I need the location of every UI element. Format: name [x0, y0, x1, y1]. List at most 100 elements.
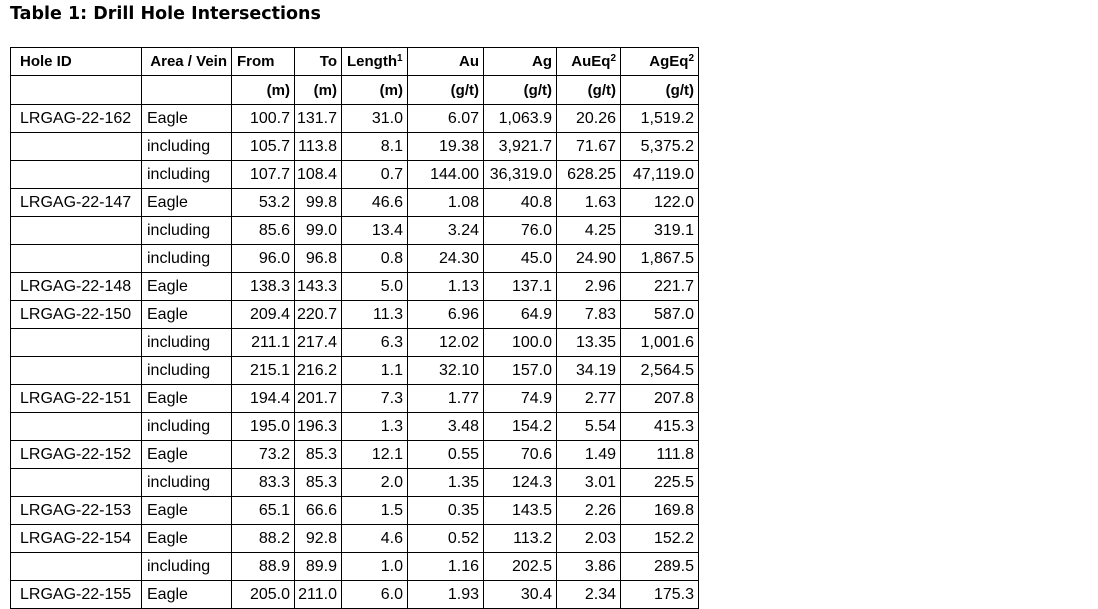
cell-ag: 100.0: [483, 328, 557, 357]
cell-ageq: 47,119.0: [620, 160, 699, 189]
cell-ageq: 289.5: [620, 552, 699, 581]
cell-aueq: 2.03: [556, 524, 621, 553]
cell-aueq: 5.54: [556, 412, 621, 441]
cell-ageq: 5,375.2: [620, 132, 699, 161]
cell-area-vein: Eagle: [141, 300, 232, 329]
cell-length: 1.5: [341, 496, 408, 525]
cell-from: 205.0: [231, 580, 295, 609]
cell-from: 100.7: [231, 104, 295, 133]
cell-ag: 64.9: [483, 300, 557, 329]
cell-to: 220.7: [294, 300, 342, 329]
cell-au: 19.38: [407, 132, 484, 161]
cell-aueq: 1.49: [556, 440, 621, 469]
cell-area-vein: including: [141, 552, 232, 581]
cell-au: 3.24: [407, 216, 484, 245]
cell-length: 1.1: [341, 356, 408, 385]
unit-cell-area-vein: [141, 75, 232, 105]
cell-hole-id: [10, 216, 142, 245]
cell-au: 24.30: [407, 244, 484, 273]
column-header-area-vein: Area / Vein: [141, 47, 232, 76]
cell-area-vein: Eagle: [141, 440, 232, 469]
cell-to: 131.7: [294, 104, 342, 133]
cell-to: 85.3: [294, 468, 342, 497]
cell-from: 194.4: [231, 384, 295, 413]
cell-hole-id: LRGAG-22-148: [10, 272, 142, 301]
cell-area-vein: Eagle: [141, 524, 232, 553]
unit-cell-length: (m): [341, 75, 408, 105]
cell-aueq: 13.35: [556, 328, 621, 357]
cell-length: 4.6: [341, 524, 408, 553]
unit-cell-aueq: (g/t): [556, 75, 621, 105]
cell-from: 85.6: [231, 216, 295, 245]
cell-from: 105.7: [231, 132, 295, 161]
cell-hole-id: [10, 244, 142, 273]
cell-to: 196.3: [294, 412, 342, 441]
cell-hole-id: LRGAG-22-152: [10, 440, 142, 469]
cell-ageq: 169.8: [620, 496, 699, 525]
cell-ageq: 225.5: [620, 468, 699, 497]
header-row: Hole ID Area / Vein From To Length1 Au A…: [10, 47, 699, 76]
cell-from: 73.2: [231, 440, 295, 469]
cell-ag: 143.5: [483, 496, 557, 525]
units-row: (m) (m) (m) (g/t) (g/t) (g/t) (g/t): [10, 75, 699, 105]
cell-aueq: 2.34: [556, 580, 621, 609]
unit-cell-ageq: (g/t): [620, 75, 699, 105]
cell-area-vein: including: [141, 412, 232, 441]
table-row: LRGAG-22-153 Eagle 65.1 66.6 1.5 0.35 143.5 2.2…: [10, 496, 699, 525]
column-header-au: Au: [407, 47, 484, 76]
cell-ag: 76.0: [483, 216, 557, 245]
cell-length: 8.1: [341, 132, 408, 161]
cell-aueq: 1.63: [556, 188, 621, 217]
cell-ag: 157.0: [483, 356, 557, 385]
cell-length: 6.3: [341, 328, 408, 357]
cell-aueq: 7.83: [556, 300, 621, 329]
cell-au: 144.00: [407, 160, 484, 189]
cell-area-vein: Eagle: [141, 580, 232, 609]
cell-hole-id: LRGAG-22-155: [10, 580, 142, 609]
table-row: LRGAG-22-148 Eagle 138.3 143.3 5.0 1.13 137.1 2…: [10, 272, 699, 301]
cell-ageq: 319.1: [620, 216, 699, 245]
cell-ageq: 1,867.5: [620, 244, 699, 273]
cell-to: 143.3: [294, 272, 342, 301]
cell-au: 6.96: [407, 300, 484, 329]
column-header-ageq: AgEq2: [620, 47, 699, 76]
column-header-length: Length1: [341, 47, 408, 76]
cell-ag: 137.1: [483, 272, 557, 301]
cell-ag: 202.5: [483, 552, 557, 581]
cell-to: 216.2: [294, 356, 342, 385]
cell-from: 211.1: [231, 328, 295, 357]
cell-au: 6.07: [407, 104, 484, 133]
cell-length: 0.7: [341, 160, 408, 189]
cell-area-vein: including: [141, 356, 232, 385]
cell-to: 99.8: [294, 188, 342, 217]
cell-from: 107.7: [231, 160, 295, 189]
cell-ag: 40.8: [483, 188, 557, 217]
cell-ageq: 207.8: [620, 384, 699, 413]
table-row: including 195.0 196.3 1.3 3.48 154.2 5.54 415.3: [10, 412, 699, 441]
cell-au: 0.55: [407, 440, 484, 469]
cell-au: 1.13: [407, 272, 484, 301]
cell-to: 217.4: [294, 328, 342, 357]
cell-hole-id: [10, 412, 142, 441]
cell-to: 108.4: [294, 160, 342, 189]
cell-to: 89.9: [294, 552, 342, 581]
cell-au: 0.35: [407, 496, 484, 525]
cell-length: 5.0: [341, 272, 408, 301]
cell-au: 12.02: [407, 328, 484, 357]
column-header-aueq: AuEq2: [556, 47, 621, 76]
table-row: including 88.9 89.9 1.0 1.16 202.5 3.86 289.5: [10, 552, 699, 581]
cell-ag: 113.2: [483, 524, 557, 553]
cell-ag: 154.2: [483, 412, 557, 441]
cell-to: 66.6: [294, 496, 342, 525]
superscript: 2: [688, 53, 694, 64]
cell-from: 65.1: [231, 496, 295, 525]
cell-length: 31.0: [341, 104, 408, 133]
table-row: LRGAG-22-147 Eagle 53.2 99.8 46.6 1.08 40.8 1.6…: [10, 188, 699, 217]
table-row: including 215.1 216.2 1.1 32.10 157.0 34.19 2,5…: [10, 356, 699, 385]
cell-ageq: 221.7: [620, 272, 699, 301]
cell-to: 201.7: [294, 384, 342, 413]
cell-ageq: 1,519.2: [620, 104, 699, 133]
drill-hole-intersections-table: Hole ID Area / Vein From To Length1 Au A…: [10, 47, 699, 609]
cell-to: 99.0: [294, 216, 342, 245]
cell-from: 96.0: [231, 244, 295, 273]
